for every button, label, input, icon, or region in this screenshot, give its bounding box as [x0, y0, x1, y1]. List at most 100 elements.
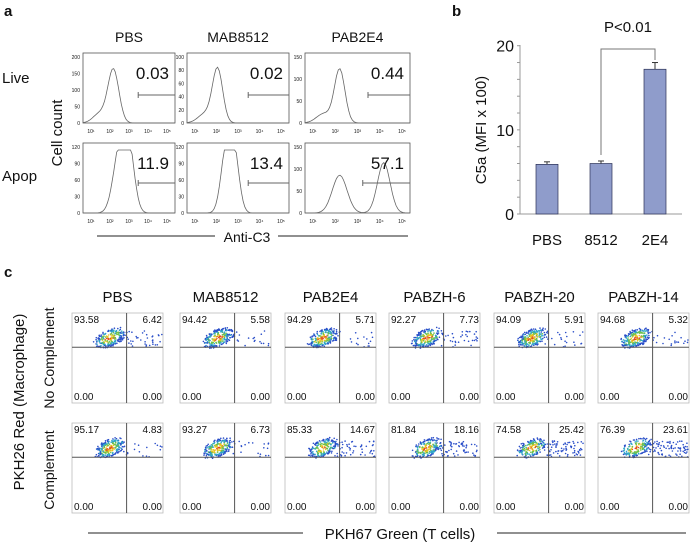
scatter-point — [635, 344, 637, 347]
scatter-point — [473, 333, 476, 335]
scatter-point — [426, 455, 429, 457]
scatter-point — [560, 447, 563, 450]
scatter-point — [119, 450, 122, 452]
column-title: PBS — [102, 289, 132, 306]
scatter-point — [418, 443, 420, 445]
scatter-point — [557, 450, 560, 452]
scatter-point — [205, 334, 208, 337]
quadrant-upper-right: 6.73 — [251, 425, 271, 436]
scatter-point — [331, 446, 333, 449]
scatter-point — [543, 445, 545, 447]
scatter-point — [350, 341, 353, 343]
scatter-point — [531, 453, 534, 456]
x-tick-label: 10¹ — [309, 219, 317, 225]
scatter-point — [240, 451, 242, 454]
quadrant-lower-left: 0.00 — [496, 502, 516, 513]
scatter-point — [154, 344, 157, 346]
scatter-point — [226, 447, 229, 450]
scatter-point — [368, 440, 371, 443]
scatter-point — [535, 337, 538, 340]
scatter-point — [324, 329, 327, 332]
row-label-apop: Apop — [2, 168, 37, 185]
scatter-point — [148, 344, 151, 347]
scatter-point — [426, 341, 429, 344]
scatter-point — [102, 337, 105, 340]
scatter-point — [627, 333, 630, 335]
scatter-point — [549, 443, 552, 446]
scatter-point — [425, 345, 427, 347]
bar — [589, 163, 613, 215]
scatter-point — [531, 336, 533, 339]
scatter-point — [325, 340, 327, 342]
scatter-point — [311, 448, 313, 451]
scatter-point — [539, 440, 541, 443]
scatter-point — [420, 452, 422, 454]
row-label-live: Live — [2, 70, 30, 87]
scatter-point — [102, 338, 104, 341]
scatter-point — [658, 442, 661, 444]
scatter-point — [527, 447, 530, 449]
scatter-point — [100, 334, 102, 336]
scatter-point — [226, 437, 228, 440]
scatter-point — [107, 442, 110, 445]
scatter-point — [103, 451, 105, 454]
scatter-point — [532, 440, 535, 443]
quadrant-upper-left: 85.33 — [287, 425, 312, 436]
scatter-point — [525, 446, 527, 449]
scatter-point — [110, 340, 113, 342]
scatter-point — [627, 448, 629, 451]
scatter-point — [636, 340, 639, 342]
histogram-curve — [304, 68, 410, 124]
quadrant-upper-right: 23.61 — [663, 425, 688, 436]
x-tick-label: 10¹ — [191, 129, 199, 135]
scatter-point — [636, 448, 638, 451]
scatter-point — [244, 344, 246, 347]
plot-frame — [493, 312, 586, 404]
scatter-point — [525, 343, 527, 346]
scatter-point — [323, 342, 326, 345]
scatter-point — [518, 336, 521, 339]
scatter-point — [421, 338, 423, 341]
scatter-point — [95, 338, 97, 341]
scatter-point — [518, 343, 520, 346]
scatter-point — [211, 342, 214, 344]
scatter-point — [543, 449, 546, 451]
scatter-point — [542, 334, 544, 337]
scatter-point — [104, 448, 106, 451]
scatter-point — [334, 338, 337, 340]
scatter-point — [216, 447, 218, 450]
scatter-point — [312, 454, 314, 457]
scatter-point — [216, 440, 218, 442]
scatter-point — [322, 337, 324, 340]
quadrant-lower-right: 0.00 — [565, 502, 585, 513]
scatter-point — [219, 439, 222, 442]
scatter-point — [534, 453, 536, 456]
scatter-point — [635, 440, 638, 442]
row-label-no-complement: No Complement — [41, 307, 57, 408]
scatter-point — [656, 440, 658, 443]
scatter-point — [556, 444, 558, 446]
scatter-point — [95, 453, 98, 456]
scatter-point — [119, 340, 121, 343]
x-tick-label: 10³ — [354, 219, 362, 225]
scatter-point — [537, 445, 539, 448]
scatter-point — [653, 336, 655, 339]
scatter-point — [107, 330, 109, 333]
scatter-point — [414, 451, 417, 453]
scatter-point — [522, 442, 524, 445]
scatter-point — [104, 333, 106, 336]
scatter-point — [328, 340, 330, 342]
scatter-point — [553, 343, 556, 346]
scatter-point — [663, 446, 665, 449]
x-tick-label: 10⁵ — [398, 219, 406, 225]
scatter-point — [646, 450, 648, 453]
scatter-point — [686, 341, 689, 344]
scatter-point — [109, 342, 112, 344]
scatter-point — [630, 442, 633, 445]
gate-percent: 0.02 — [250, 64, 283, 83]
scatter-point — [429, 442, 431, 445]
y-axis-label: C5a (MFI x 100) — [473, 76, 490, 184]
scatter-point — [327, 341, 329, 344]
scatter-point — [223, 338, 226, 341]
scatter-point — [435, 334, 437, 337]
